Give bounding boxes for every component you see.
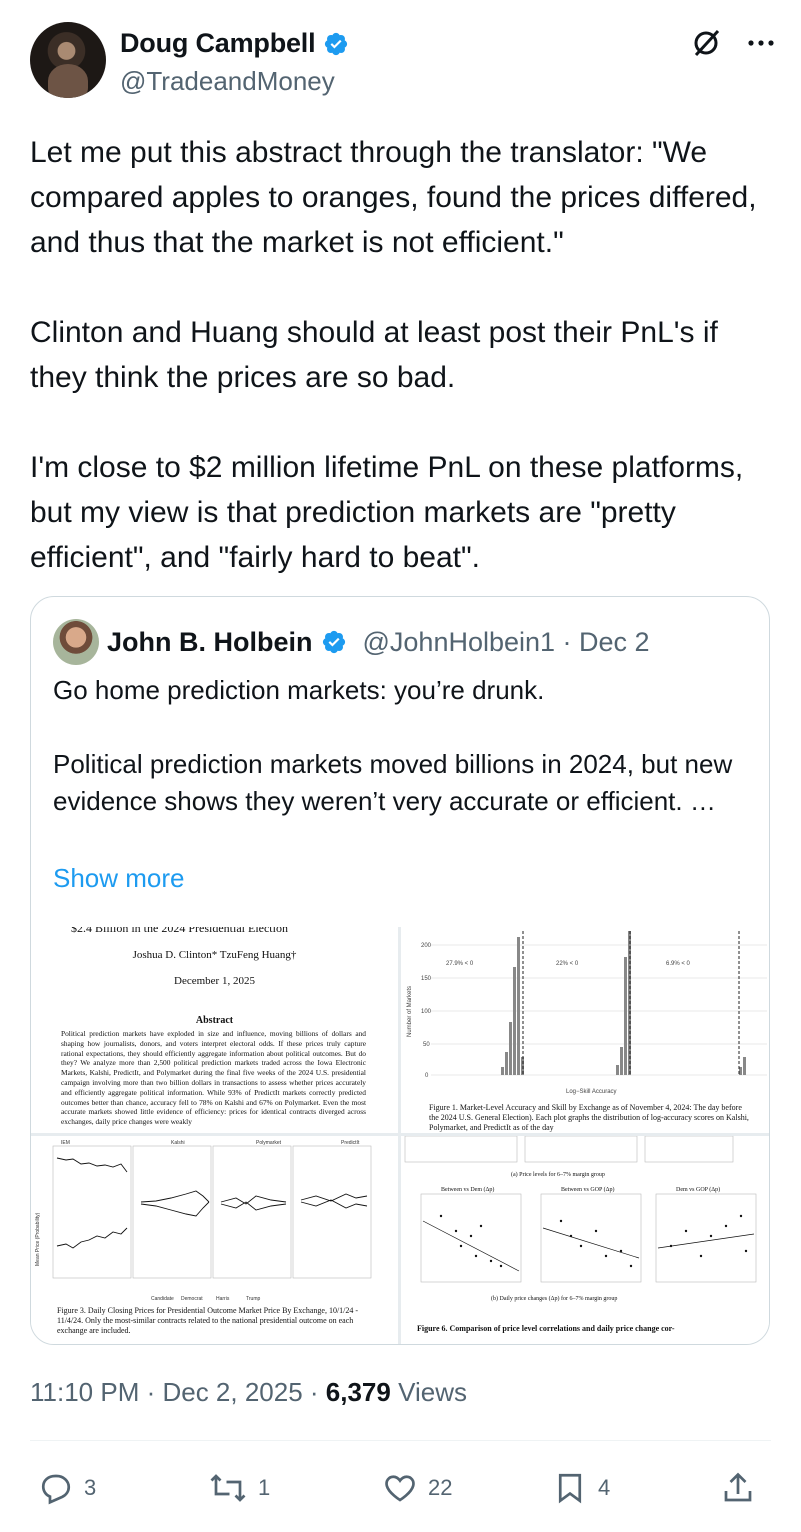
repost-count: 1	[258, 1475, 271, 1500]
grok-icon[interactable]	[691, 28, 721, 58]
repost-button[interactable]: 1	[208, 1470, 270, 1506]
repost-icon	[210, 1474, 246, 1502]
y-tick: 150	[421, 976, 432, 982]
abstract-heading: Abstract	[195, 1015, 234, 1026]
tweet-action-bar: 3 1 22 4	[30, 1460, 771, 1516]
heart-icon	[385, 1475, 415, 1502]
y-tick: 200	[421, 943, 432, 949]
figure-1-plot: 200 150 100 50 0 27.9% < 0 22% < 0 6.9% …	[407, 931, 767, 1095]
quoted-author-name: John B. Holbein	[107, 626, 313, 657]
quoted-tweet[interactable]: John B. Holbein @JohnHolbein1 · Dec 2 Go…	[30, 596, 770, 1345]
y-tick: 50	[423, 1042, 430, 1048]
abstract-text: Political prediction markets have explod…	[61, 1029, 366, 1127]
author-name[interactable]: Doug Campbell	[120, 28, 316, 58]
legend-item: Democrat	[181, 1296, 203, 1302]
figure-3-caption: Figure 3. Daily Closing Prices for Presi…	[57, 1306, 359, 1335]
media-figure-6[interactable]: (a) Price levels for 6–7% margin group B…	[401, 1136, 769, 1344]
show-more-link[interactable]: Show more	[53, 863, 185, 893]
paper-authors: Joshua D. Clinton* TzuFeng Huang†	[132, 949, 297, 961]
media-figure-3[interactable]: IEM Kalshi Polymarket PredictIt Mean Pri…	[31, 1136, 398, 1344]
y-tick: 100	[421, 1009, 432, 1015]
media-paper-abstract[interactable]: $2.4 Billion in the 2024 Presidential El…	[31, 927, 398, 1133]
header-actions	[691, 28, 775, 58]
quoted-tweet-text: Go home prediction markets: you’re drunk…	[53, 675, 733, 816]
x-axis-label: Log−Skill Accuracy	[566, 1089, 617, 1095]
figure-6-caption: Figure 6. Comparison of price level corr…	[417, 1324, 675, 1333]
share-button[interactable]	[720, 1470, 756, 1506]
paper-title-cut: $2.4 Billion in the 2024 Presidential El…	[71, 927, 288, 935]
y-tick: 0	[425, 1073, 429, 1079]
y-axis-label: Number of Markets	[407, 986, 413, 1037]
figure-3-plot: IEM Kalshi Polymarket PredictIt Mean Pri…	[35, 1140, 372, 1302]
legend-title: Candidate	[151, 1296, 174, 1302]
author-avatar[interactable]	[30, 22, 106, 98]
figure-6-plot: (a) Price levels for 6–7% margin group B…	[404, 1136, 757, 1302]
views-label: Views	[390, 1377, 467, 1407]
panel-title: Between vs GOP (Δp)	[561, 1186, 614, 1193]
share-icon	[724, 1472, 752, 1502]
panel-title: Polymarket	[256, 1140, 282, 1146]
panel-label: 6.9% < 0	[666, 961, 691, 967]
legend-item: Harris	[216, 1296, 230, 1302]
tweet-header: Doug Campbell @TradeandMoney	[30, 22, 775, 100]
legend-item: Trump	[246, 1296, 260, 1302]
verified-badge-icon	[322, 630, 345, 654]
figure-1-caption: Figure 1. Market-Level Accuracy and Skil…	[429, 1103, 749, 1132]
panel-title: Between vs Dem (Δp)	[441, 1186, 494, 1193]
panel-title: IEM	[61, 1140, 70, 1146]
panel-label: 22% < 0	[556, 961, 579, 967]
reply-icon	[41, 1474, 71, 1505]
quoted-media-grid: $2.4 Billion in the 2024 Presidential El…	[31, 927, 769, 1344]
like-button[interactable]: 22	[382, 1470, 452, 1506]
panel-title: PredictIt	[341, 1140, 360, 1146]
panel-label: 27.9% < 0	[446, 961, 474, 967]
reply-button[interactable]: 3	[38, 1470, 96, 1506]
y-axis-label: Mean Price (Probability)	[35, 1212, 41, 1266]
paper-date: December 1, 2025	[174, 975, 255, 987]
bookmark-icon	[558, 1473, 582, 1504]
verified-badge-icon	[325, 32, 348, 55]
tweet-meta: 11:10 PM · Dec 2, 2025 · 6,379 Views	[30, 1377, 467, 1408]
views-count: 6,379	[325, 1377, 391, 1407]
author-handle[interactable]: @TradeandMoney	[120, 66, 335, 96]
subfig-a-label: (a) Price levels for 6–7% margin group	[511, 1171, 605, 1178]
panel-title: Kalshi	[171, 1140, 185, 1146]
bookmark-button[interactable]: 4	[552, 1470, 610, 1506]
author-name-row: Doug Campbell	[120, 28, 349, 59]
media-figure-1[interactable]: 200 150 100 50 0 27.9% < 0 22% < 0 6.9% …	[401, 927, 769, 1133]
panel-title: Dem vs GOP (Δp)	[676, 1186, 720, 1193]
more-options-icon[interactable]	[747, 38, 775, 48]
bookmark-count: 4	[598, 1475, 611, 1500]
tweet-body: Let me put this abstract through the tra…	[30, 136, 757, 574]
quoted-author-handle-date: @JohnHolbein1 · Dec 2	[362, 626, 650, 657]
quoted-tweet-header: John B. Holbein @JohnHolbein1 · Dec 2	[53, 619, 650, 665]
like-count: 22	[428, 1475, 453, 1500]
subfig-b-label: (b) Daily price changes (Δp) for 6–7% ma…	[491, 1295, 617, 1302]
reply-count: 3	[84, 1475, 97, 1500]
divider	[30, 1440, 771, 1441]
quoted-author-avatar	[53, 619, 99, 665]
tweet-timestamp[interactable]: 11:10 PM · Dec 2, 2025 ·	[30, 1377, 326, 1407]
